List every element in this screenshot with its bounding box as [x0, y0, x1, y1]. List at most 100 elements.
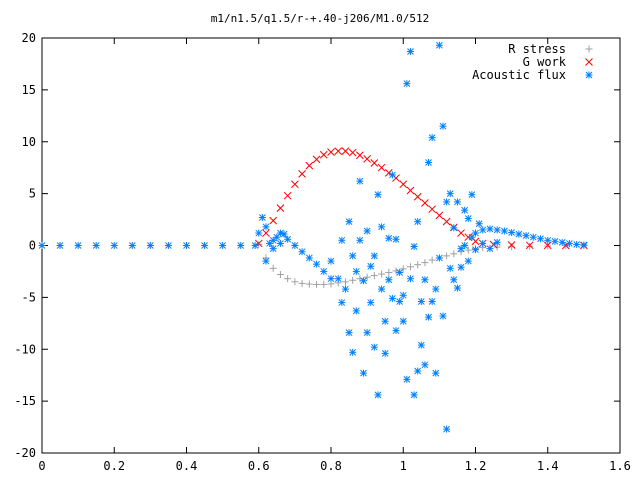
- data-point: [580, 241, 588, 249]
- data-point: [472, 229, 479, 237]
- data-point: [363, 329, 371, 337]
- data-point: [378, 223, 386, 231]
- data-point: [479, 239, 487, 247]
- data-point: [298, 248, 306, 256]
- data-point: [237, 242, 245, 249]
- y-tick-label: 0: [29, 239, 36, 253]
- data-point: [370, 252, 378, 260]
- data-point: [432, 369, 440, 377]
- data-point: [327, 148, 335, 156]
- data-point: [378, 285, 386, 293]
- data-point: [403, 375, 411, 383]
- data-point: [374, 391, 382, 399]
- data-point: [486, 225, 494, 233]
- data-point: [399, 317, 407, 325]
- data-point: [425, 159, 433, 166]
- data-point: [92, 242, 100, 249]
- data-point: [352, 307, 360, 315]
- data-point: [443, 425, 451, 433]
- data-point: [457, 229, 465, 237]
- y-tick-label: -20: [14, 446, 36, 460]
- data-point: [457, 263, 465, 271]
- data-point: [276, 239, 284, 247]
- axis-ticks: 0 0.2 0.4 0.6 0.8 1 1.2 1.4 1.6 20 15 10 5 0 -5 -10 -15 -…: [14, 31, 631, 473]
- data-point: [410, 391, 418, 399]
- x-tick-label: 1.2: [465, 459, 487, 473]
- data-point: [334, 147, 343, 155]
- data-point: [334, 275, 342, 283]
- data-point: [396, 298, 404, 306]
- data-point: [439, 312, 447, 320]
- data-point: [276, 204, 285, 213]
- data-point: [356, 151, 364, 160]
- data-point: [421, 361, 429, 369]
- data-point: [486, 245, 494, 253]
- data-point: [164, 242, 172, 249]
- data-point: [262, 257, 270, 265]
- data-point: [363, 273, 371, 281]
- data-point: [377, 163, 386, 172]
- data-point: [284, 275, 292, 283]
- data-point: [356, 177, 364, 185]
- data-point: [453, 284, 461, 292]
- data-point: [453, 198, 461, 206]
- data-point: [450, 224, 458, 232]
- data-point: [378, 270, 386, 278]
- data-point: [385, 268, 393, 276]
- data-point: [370, 272, 378, 280]
- x-tick-label: 0.6: [248, 459, 270, 473]
- x-tick-label: 1.6: [609, 459, 631, 473]
- data-point: [352, 267, 360, 275]
- data-point: [255, 229, 263, 237]
- data-point: [507, 241, 516, 249]
- data-point: [341, 147, 350, 155]
- data-point: [515, 230, 523, 238]
- data-point: [338, 299, 346, 307]
- data-point: [128, 242, 136, 249]
- data-point: [428, 205, 437, 214]
- y-tick-label: -10: [14, 342, 36, 356]
- data-point: [251, 242, 259, 249]
- data-point: [493, 238, 501, 246]
- y-tick-label: -15: [14, 394, 36, 408]
- data-point: [305, 254, 313, 262]
- data-point: [435, 211, 444, 220]
- data-point: [269, 264, 277, 272]
- data-point: [305, 280, 313, 288]
- data-point: [276, 271, 284, 279]
- data-point: [356, 236, 364, 244]
- data-point: [291, 278, 299, 286]
- data-point: [417, 341, 425, 349]
- data-point: [439, 122, 447, 130]
- data-point: [493, 226, 501, 234]
- data-point: [525, 241, 534, 250]
- data-point: [442, 217, 451, 226]
- data-point: [461, 206, 469, 214]
- data-point: [406, 186, 415, 195]
- data-point: [399, 265, 407, 273]
- legend-marker: [585, 71, 593, 79]
- data-point: [443, 252, 451, 260]
- data-point: [385, 234, 393, 242]
- legend-marker: [585, 58, 593, 66]
- data-point: [313, 280, 321, 288]
- data-point: [392, 235, 400, 243]
- data-point: [280, 230, 288, 238]
- data-point: [468, 191, 476, 199]
- data-point: [381, 349, 389, 357]
- y-tick-label: 10: [22, 135, 36, 149]
- data-point: [374, 191, 382, 199]
- data-point: [522, 232, 530, 240]
- data-point: [305, 161, 314, 170]
- data-point: [262, 223, 270, 231]
- legend-label: G work: [523, 55, 567, 69]
- data-point: [421, 199, 429, 207]
- data-point: [269, 245, 277, 253]
- data-point: [417, 298, 425, 306]
- data-point: [428, 298, 436, 306]
- data-point: [461, 242, 469, 249]
- x-tick-label: 0.8: [320, 459, 342, 473]
- data-point: [258, 213, 266, 221]
- data-point: [435, 41, 443, 49]
